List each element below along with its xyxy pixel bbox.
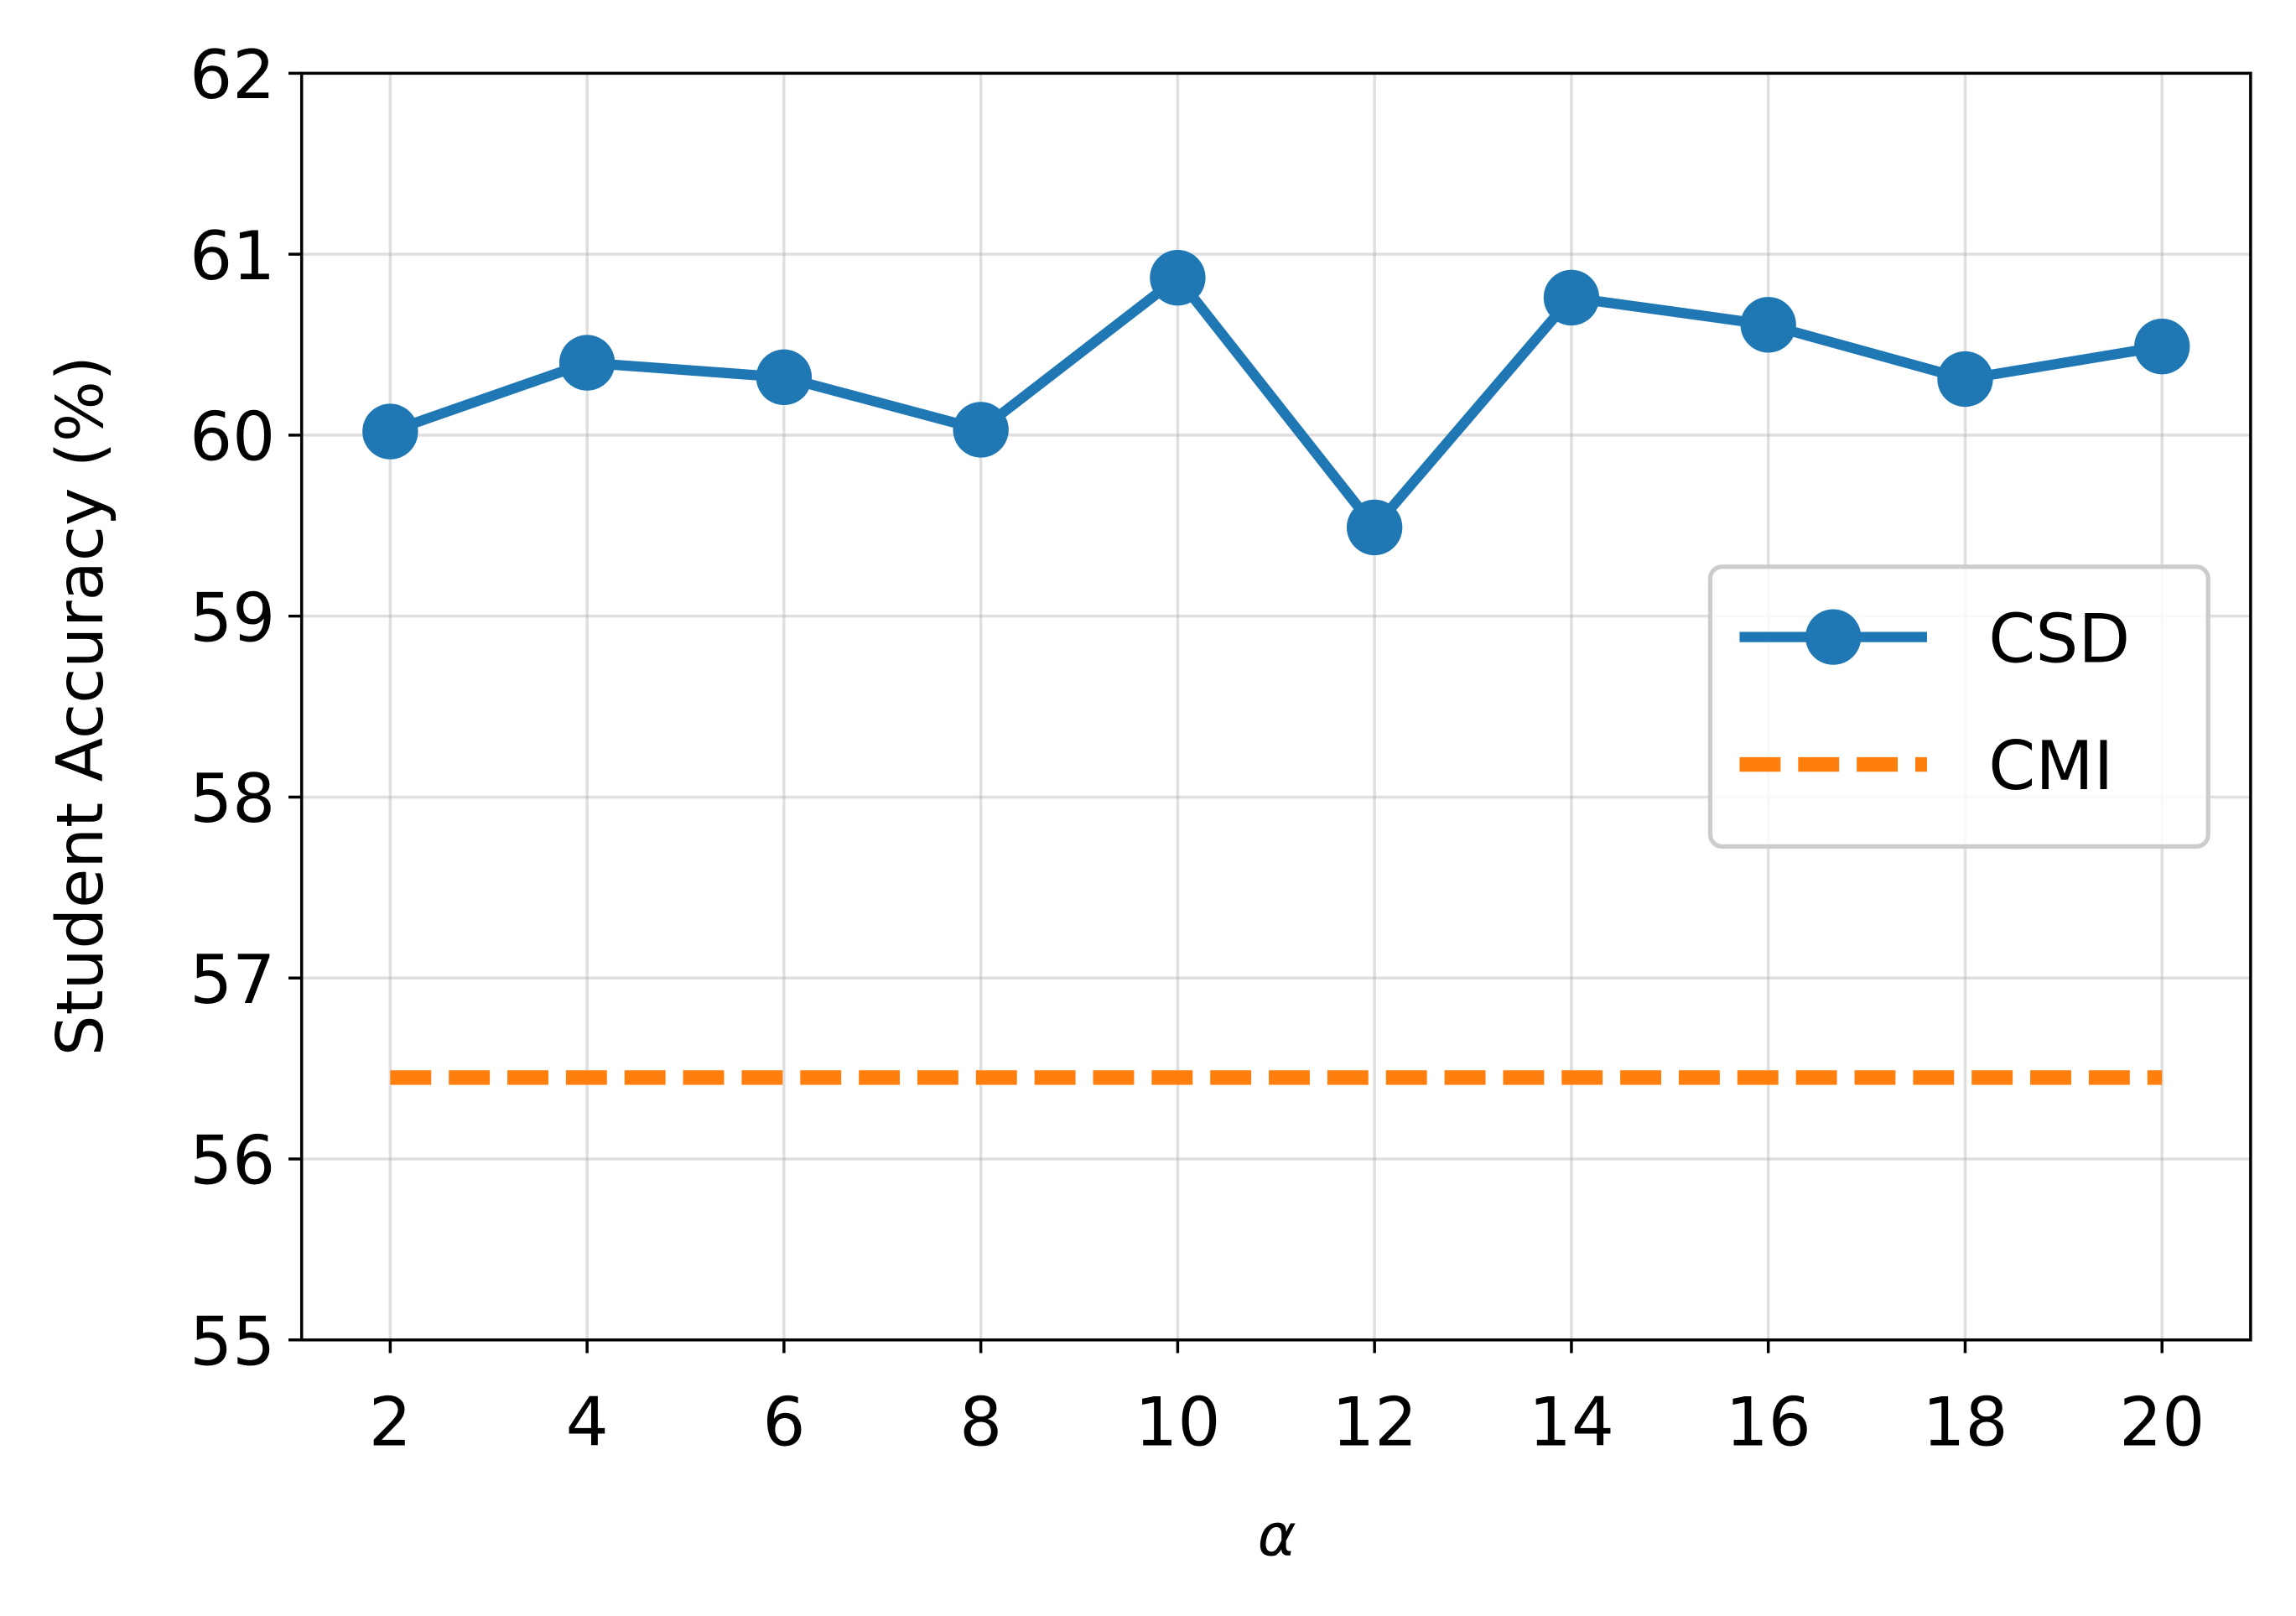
x-tick-label: 10 xyxy=(1135,1383,1220,1462)
legend-label: CMI xyxy=(1988,726,2113,805)
data-point xyxy=(756,349,813,406)
x-tick-label: 4 xyxy=(566,1383,609,1462)
data-point xyxy=(1543,269,1600,326)
x-tick-label: 20 xyxy=(2119,1383,2205,1462)
legend-label: CSD xyxy=(1988,599,2130,678)
data-point xyxy=(1937,351,1993,408)
y-tick-label: 59 xyxy=(190,578,275,657)
y-tick-label: 58 xyxy=(190,759,275,838)
data-point xyxy=(1346,499,1403,556)
data-point xyxy=(1740,297,1796,353)
y-axis-label: Student Accuracy (%) xyxy=(44,356,118,1056)
y-tick-label: 55 xyxy=(190,1302,275,1380)
plot-frame xyxy=(299,71,2252,1342)
data-point xyxy=(558,335,616,391)
y-tick-label: 60 xyxy=(190,398,275,476)
x-tick-label: 2 xyxy=(369,1383,412,1462)
data-point xyxy=(362,403,418,460)
x-axis-label: α xyxy=(1258,1501,1296,1569)
y-tick-label: 57 xyxy=(190,940,275,1019)
x-tick-label: 16 xyxy=(1726,1383,1811,1462)
x-tick-label: 6 xyxy=(762,1383,805,1462)
legend-marker xyxy=(1805,609,1862,665)
series-line xyxy=(388,273,2164,533)
x-tick-label: 8 xyxy=(959,1383,1002,1462)
legend: CSD CMI xyxy=(1707,564,2210,849)
data-point xyxy=(953,402,1009,458)
y-tick-label: 62 xyxy=(190,35,275,114)
x-tick-label: 12 xyxy=(1332,1383,1417,1462)
x-tick-label: 18 xyxy=(1922,1383,2008,1462)
x-tick-label: 14 xyxy=(1529,1383,1614,1462)
data-point xyxy=(1150,250,1206,306)
y-tick-label: 61 xyxy=(190,216,275,295)
legend-frame xyxy=(1707,564,2210,849)
data-point xyxy=(2134,319,2190,375)
y-tick-label: 56 xyxy=(190,1121,275,1200)
